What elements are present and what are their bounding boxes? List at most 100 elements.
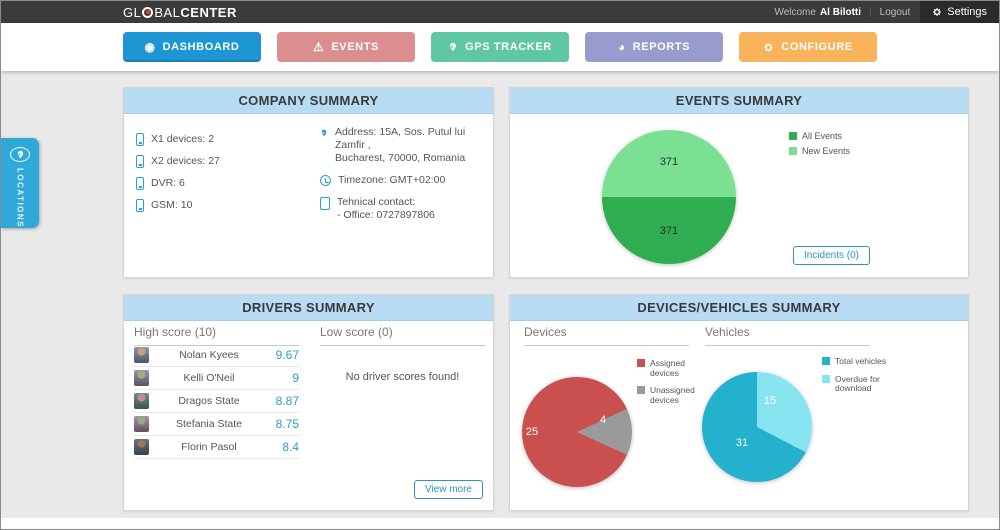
unassigned-devices-swatch [637, 386, 645, 394]
nav-bar: ◉ DASHBOARD ⚠ EVENTS GPS TRACKER ◕ REPOR… [1, 23, 999, 71]
welcome-label: Welcome [774, 6, 816, 18]
incidents-button[interactable]: Incidents (0) [792, 246, 870, 265]
main-content: COMPANY SUMMARY X1 devices: 2 X2 devices… [1, 71, 999, 518]
topbar-divider: | [869, 6, 872, 18]
logo-text-bal: BAL [154, 4, 181, 20]
nav-dashboard-button[interactable]: ◉ DASHBOARD [123, 32, 261, 62]
nav-gps-tracker-button[interactable]: GPS TRACKER [431, 32, 569, 62]
list-item: X1 devices: 2 [136, 128, 220, 150]
assigned-devices-label: Assigned devices [650, 358, 685, 378]
map-pin-icon [450, 42, 457, 52]
nav-events-label: EVENTS [331, 41, 379, 53]
contact-text: Tehnical contact: - Office: 0727897806 [337, 196, 435, 222]
pie-value-new-events: 371 [659, 156, 679, 168]
nav-reports-label: REPORTS [632, 41, 691, 53]
driver-name: Florin Pasol [181, 441, 237, 453]
driver-name: Nolan Kyees [179, 349, 239, 361]
drivers-summary-panel: DRIVERS SUMMARY High score (10) Low scor… [123, 294, 494, 511]
company-timezone: Timezone: GMT+02:00 [320, 174, 485, 187]
all-events-label: All Events [802, 131, 843, 141]
clock-icon [320, 175, 331, 186]
legend-item: Assigned devices [637, 358, 707, 378]
pie-chart-icon: ◕ [617, 40, 626, 54]
vehicles-pie-chart[interactable] [702, 372, 812, 482]
device-count-x2: X2 devices: 27 [151, 155, 220, 167]
driver-row[interactable]: Stefania State 8.75 [134, 413, 299, 436]
legend-item: All Events [789, 132, 850, 141]
company-summary-title: COMPANY SUMMARY [124, 88, 493, 114]
wrench-icon [764, 42, 773, 52]
high-score-heading: High score (10) [134, 325, 299, 346]
device-count-gsm: GSM: 10 [151, 199, 193, 211]
list-item: GSM: 10 [136, 194, 220, 216]
devices-pie-chart[interactable] [522, 377, 632, 487]
driver-avatar [134, 439, 149, 455]
driver-score: 9.67 [275, 348, 299, 362]
new-events-swatch [789, 147, 797, 155]
locations-pin-circle [10, 147, 30, 162]
legend-item: Total vehicles [822, 356, 892, 367]
nav-dashboard-label: DASHBOARD [162, 41, 240, 53]
nav-configure-label: CONFIGURE [781, 41, 853, 53]
driver-score: 9 [292, 371, 299, 385]
device-icon [136, 132, 144, 146]
no-driver-scores-message: No driver scores found! [345, 371, 460, 383]
pie-value-all-events: 371 [659, 225, 679, 237]
device-icon [136, 176, 144, 190]
topbar-right: Welcome Al Bilotti | Logout Settings [774, 1, 999, 23]
address-line2: Bucharest, 70000, Romania [335, 152, 466, 164]
total-vehicles-label: Total vehicles [835, 356, 887, 366]
view-more-button[interactable]: View more [413, 480, 483, 499]
overdue-download-swatch [822, 374, 830, 383]
dashboard-icon: ◉ [144, 40, 156, 54]
locations-side-tab[interactable]: LOCATIONS [1, 138, 39, 228]
driver-row[interactable]: Florin Pasol 8.4 [134, 436, 299, 459]
nav-reports-button[interactable]: ◕ REPORTS [585, 32, 723, 62]
company-summary-body: X1 devices: 2 X2 devices: 27 DVR: 6 GSM:… [124, 114, 493, 279]
driver-name: Kelli O'Neil [183, 372, 235, 384]
low-score-heading: Low score (0) [320, 325, 485, 346]
nav-gps-tracker-label: GPS TRACKER [465, 41, 552, 53]
driver-score: 8.75 [275, 417, 299, 431]
logo-text-center: CENTER [180, 4, 237, 20]
nav-events-button[interactable]: ⚠ EVENTS [277, 32, 415, 62]
legend-item: New Events [789, 147, 850, 156]
driver-avatar [134, 416, 149, 432]
logo-target-icon [142, 6, 154, 18]
driver-avatar [134, 347, 149, 363]
logout-link[interactable]: Logout [879, 6, 911, 18]
legend-item: Unassigned devices [637, 385, 707, 405]
assigned-devices-swatch [637, 359, 645, 367]
new-events-label: New Events [802, 146, 851, 156]
high-score-list: Nolan Kyees 9.67 Kelli O'Neil 9 Dragos Sta… [134, 344, 299, 459]
company-summary-panel: COMPANY SUMMARY X1 devices: 2 X2 devices… [123, 87, 494, 278]
pie-value-unassigned: 4 [599, 414, 607, 426]
driver-avatar [134, 370, 149, 386]
driver-name: Dragos State [178, 395, 240, 407]
devices-vehicles-title: DEVICES/VEHICLES SUMMARY [510, 295, 968, 321]
events-pie-chart[interactable] [602, 130, 736, 264]
locations-tab-label: LOCATIONS [15, 167, 25, 228]
pie-value-assigned: 25 [525, 426, 539, 438]
drivers-summary-title: DRIVERS SUMMARY [124, 295, 493, 321]
contact-label: Tehnical contact: [337, 196, 416, 208]
gear-icon [933, 8, 941, 16]
driver-score: 8.87 [275, 394, 299, 408]
driver-score: 8.4 [282, 440, 299, 454]
driver-row[interactable]: Kelli O'Neil 9 [134, 367, 299, 390]
device-icon [136, 198, 144, 212]
nav-configure-button[interactable]: CONFIGURE [739, 32, 877, 62]
company-info-column: Address: 15A, Sos. Putul lui Zamfir , Buc… [320, 126, 485, 231]
address-line1: Address: 15A, Sos. Putul lui Zamfir , [335, 126, 466, 151]
overdue-download-label: Overdue for download [835, 373, 880, 393]
driver-row[interactable]: Dragos State 8.87 [134, 390, 299, 413]
vehicles-heading: Vehicles [705, 325, 870, 346]
pie-value-total-vehicles: 31 [735, 437, 749, 449]
driver-row[interactable]: Nolan Kyees 9.67 [134, 344, 299, 367]
app-logo: GL BAL CENTER [123, 5, 237, 20]
company-contact: Tehnical contact: - Office: 0727897806 [320, 196, 485, 222]
settings-label: Settings [947, 6, 987, 18]
device-count-list: X1 devices: 2 X2 devices: 27 DVR: 6 GSM:… [136, 128, 220, 216]
settings-button[interactable]: Settings [920, 1, 999, 23]
company-address: Address: 15A, Sos. Putul lui Zamfir , Buc… [320, 126, 485, 165]
